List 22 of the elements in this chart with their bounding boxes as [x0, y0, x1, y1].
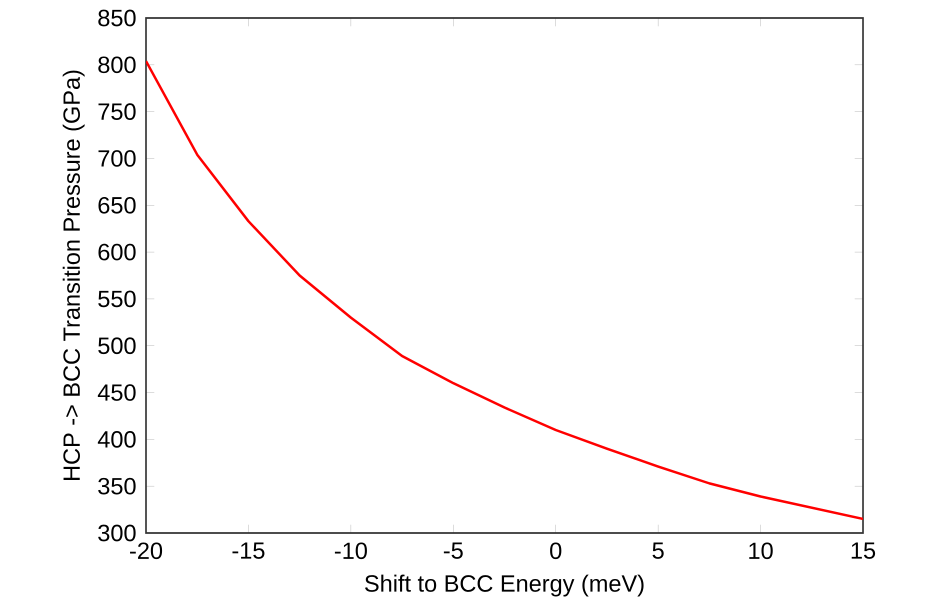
- y-tick-label: 500: [98, 337, 136, 354]
- y-tick-label: 450: [98, 384, 136, 401]
- y-tick-label: 400: [98, 431, 136, 448]
- x-tick-label: -20: [130, 542, 162, 560]
- x-tick-label: -10: [334, 542, 367, 560]
- y-axis-title: HCP -> BCC Transition Pressure (GPa): [62, 70, 85, 480]
- x-tick-label: 0: [550, 542, 562, 560]
- x-axis-title: Shift to BCC Energy (meV): [365, 574, 644, 596]
- x-tick-label: -15: [232, 542, 264, 559]
- y-tick-label: 550: [98, 290, 136, 308]
- y-tick-label: 850: [98, 10, 136, 26]
- y-tick-label: 700: [98, 150, 136, 167]
- y-tick-label: 350: [98, 478, 136, 495]
- x-tick-label: 10: [749, 542, 773, 560]
- x-tick-label: 5: [652, 542, 664, 559]
- y-tick-label: 650: [98, 196, 136, 214]
- y-tick-label: 800: [98, 56, 136, 74]
- y-tick-label: 600: [98, 244, 136, 260]
- x-tick-label: 15: [852, 542, 876, 559]
- y-tick-label: 750: [98, 103, 136, 120]
- y-tick-label: 300: [98, 524, 136, 542]
- x-tick-label: -5: [444, 542, 463, 559]
